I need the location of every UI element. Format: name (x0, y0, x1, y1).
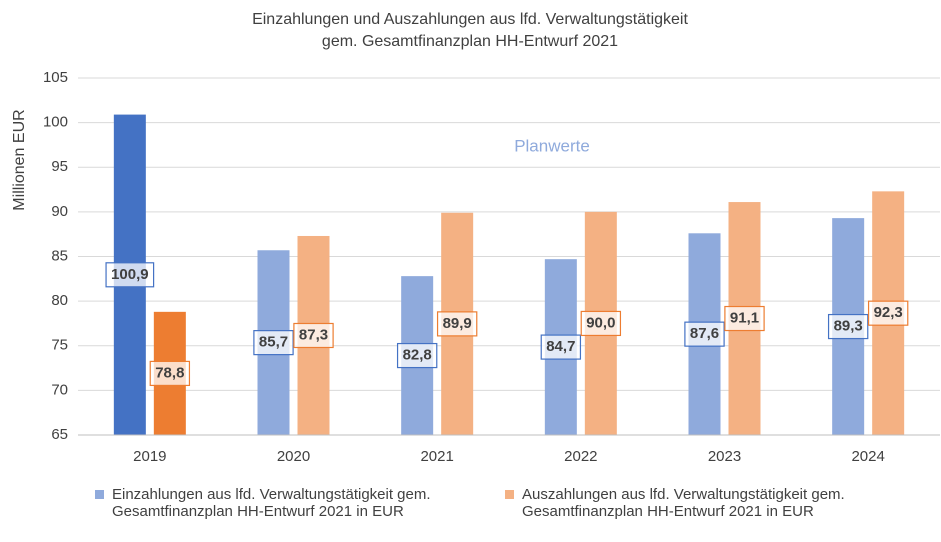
legend-item: Einzahlungen aus lfd. Verwaltungstätigke… (95, 486, 452, 520)
data-label: 91,1 (730, 309, 759, 326)
data-label: 89,3 (834, 318, 863, 335)
legend-item: Auszahlungen aus lfd. Verwaltungstätigke… (505, 486, 862, 520)
x-tick-label: 2024 (851, 448, 884, 465)
data-label: 89,9 (443, 315, 472, 332)
data-label-box (540, 334, 582, 360)
y-tick-label: 95 (51, 158, 68, 175)
legend-label: Einzahlungen aus lfd. Verwaltungstätigke… (112, 486, 431, 520)
data-label: 84,7 (546, 338, 575, 355)
data-label-box (436, 311, 478, 337)
data-label-box (684, 321, 725, 347)
data-label-box (827, 313, 869, 340)
y-tick-label: 90 (51, 203, 68, 220)
legend-swatch (505, 490, 514, 499)
y-tick-label: 80 (51, 292, 68, 309)
data-label: 92,3 (874, 304, 903, 321)
data-label: 100,9 (111, 266, 149, 283)
chart-title: Einzahlungen und Auszahlungen aus lfd. V… (252, 11, 688, 28)
data-label-box (253, 330, 294, 356)
x-tick-label: 2020 (277, 448, 310, 465)
y-tick-label: 100 (43, 114, 68, 131)
y-tick-label: 85 (51, 247, 68, 264)
x-tick-label: 2022 (564, 448, 597, 465)
data-label-box (724, 305, 765, 332)
data-label: 90,0 (586, 314, 615, 331)
data-label-box (105, 262, 155, 288)
y-tick-label: 70 (51, 381, 68, 398)
x-tick-label: 2021 (420, 448, 453, 465)
data-label-box (396, 342, 438, 369)
data-label-box (867, 300, 909, 326)
data-label-box (580, 310, 622, 337)
y-tick-label: 105 (43, 69, 68, 86)
legend-swatch (95, 490, 104, 499)
annotation: Planwerte (514, 136, 590, 155)
data-label: 85,7 (259, 334, 288, 351)
data-label: 78,8 (155, 364, 184, 381)
legend-label: Auszahlungen aus lfd. Verwaltungstätigke… (522, 486, 845, 520)
data-label-box (149, 360, 191, 387)
data-label: 82,8 (403, 347, 432, 364)
data-label: 87,3 (299, 326, 328, 343)
data-label: 87,6 (690, 325, 719, 342)
y-axis-label: Millionen EUR (11, 109, 28, 210)
y-tick-label: 65 (51, 426, 68, 443)
x-tick-label: 2023 (708, 448, 741, 465)
data-label-box (293, 322, 334, 349)
y-tick-label: 75 (51, 337, 68, 354)
chart-title: gem. Gesamtfinanzplan HH-Entwurf 2021 (322, 33, 618, 50)
x-tick-label: 2019 (133, 448, 166, 465)
